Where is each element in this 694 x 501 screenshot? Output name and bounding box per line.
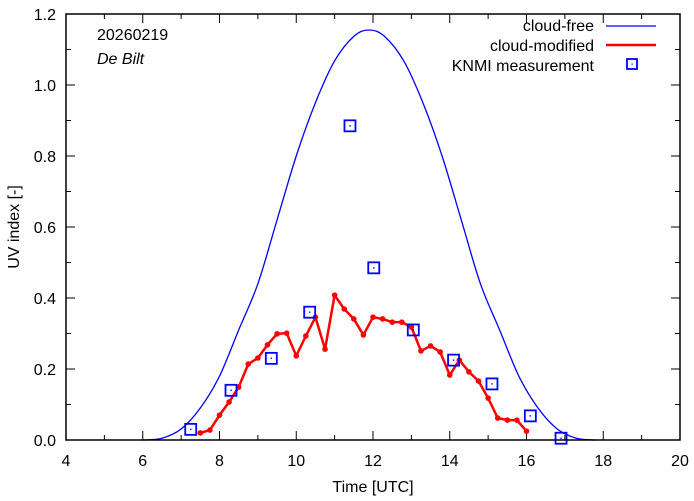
- y-tick-label: 0.4: [34, 291, 56, 308]
- data-point-knmi-measurement: [406, 323, 420, 337]
- x-tick-label: 16: [518, 453, 536, 470]
- legend: cloud-free cloud-modified KNMI measureme…: [452, 18, 656, 75]
- y-tick-label: 0.8: [34, 149, 56, 166]
- data-point-cloud-modified: [322, 346, 328, 352]
- data-point-cloud-modified: [197, 430, 204, 436]
- data-point-knmi-measurement: [523, 409, 537, 423]
- data-point-cloud-modified: [331, 292, 338, 298]
- y-axis-title: UV index [-]: [6, 185, 23, 269]
- data-point-knmi-measurement: [554, 431, 568, 445]
- x-tick-label: 20: [671, 453, 689, 470]
- data-point-knmi-measurement: [367, 261, 381, 275]
- legend-label-cloud-free: cloud-free: [523, 18, 594, 35]
- data-point-knmi-measurement: [224, 383, 238, 397]
- y-tick-label: 1.0: [34, 78, 56, 95]
- data-point-cloud-modified: [523, 428, 530, 434]
- axis-ticks: [65, 13, 681, 441]
- data-point-knmi-measurement: [303, 305, 317, 319]
- data-point-cloud-modified: [514, 417, 520, 423]
- legend-label-cloud-modified: cloud-modified: [490, 38, 594, 55]
- series-layer: [142, 29, 596, 445]
- data-point-cloud-modified: [418, 348, 424, 354]
- data-point-knmi-measurement: [447, 353, 460, 367]
- legend-swatch-knmi-measurement: [626, 58, 638, 70]
- data-point-cloud-modified: [207, 427, 213, 433]
- x-tick-label: 10: [287, 453, 305, 470]
- data-point-knmi-measurement: [184, 422, 198, 436]
- y-tick-label: 1.2: [34, 7, 56, 24]
- data-point-cloud-modified: [437, 349, 443, 355]
- data-point-cloud-modified: [303, 333, 309, 339]
- data-point-cloud-modified: [255, 355, 261, 361]
- data-point-cloud-modified: [466, 369, 472, 375]
- data-point-knmi-measurement: [264, 351, 278, 365]
- location-annotation: De Bilt: [97, 51, 145, 68]
- y-tick-label: 0.6: [34, 220, 56, 237]
- data-point-cloud-modified: [427, 343, 434, 349]
- data-point-cloud-modified: [389, 319, 395, 325]
- date-annotation: 20260219: [97, 27, 168, 44]
- data-point-cloud-modified: [283, 330, 290, 336]
- data-point-cloud-modified: [351, 316, 357, 322]
- data-point-knmi-measurement: [343, 119, 357, 133]
- data-point-cloud-modified: [370, 314, 376, 320]
- data-point-cloud-modified: [504, 417, 511, 423]
- tick-labels: 4 6 8 10 12 14 16 18 20 0.0 0.2 0.4 0.6 0.8 1.0 1.2: [34, 7, 689, 470]
- data-point-cloud-modified: [360, 332, 367, 338]
- y-tick-label: 0.2: [34, 362, 56, 379]
- legend-label-knmi-measurement: KNMI measurement: [452, 58, 595, 75]
- data-point-cloud-modified: [216, 412, 223, 418]
- x-tick-label: 12: [364, 453, 382, 470]
- data-point-cloud-modified: [245, 361, 252, 367]
- data-point-cloud-modified: [494, 415, 501, 421]
- x-tick-label: 8: [215, 453, 224, 470]
- plot-frame: [65, 13, 681, 441]
- data-point-cloud-modified: [274, 331, 280, 337]
- data-point-cloud-modified: [341, 306, 348, 312]
- data-point-cloud-modified: [226, 399, 232, 405]
- data-point-knmi-measurement: [485, 377, 499, 391]
- x-tick-label: 18: [594, 453, 612, 470]
- series-line-cloud-free: [142, 29, 596, 441]
- data-point-cloud-modified: [485, 395, 491, 401]
- y-tick-label: 0.0: [34, 433, 56, 450]
- data-point-cloud-modified: [264, 342, 271, 348]
- data-point-cloud-modified: [446, 372, 453, 378]
- data-point-cloud-modified: [379, 316, 386, 322]
- data-point-cloud-modified: [398, 319, 405, 325]
- data-point-cloud-modified: [293, 353, 300, 359]
- data-point-cloud-modified: [408, 324, 415, 330]
- x-axis-title: Time [UTC]: [332, 479, 413, 496]
- x-tick-label: 14: [441, 453, 459, 470]
- data-point-cloud-modified: [475, 378, 482, 384]
- x-tick-label: 6: [138, 453, 147, 470]
- x-tick-label: 4: [62, 453, 71, 470]
